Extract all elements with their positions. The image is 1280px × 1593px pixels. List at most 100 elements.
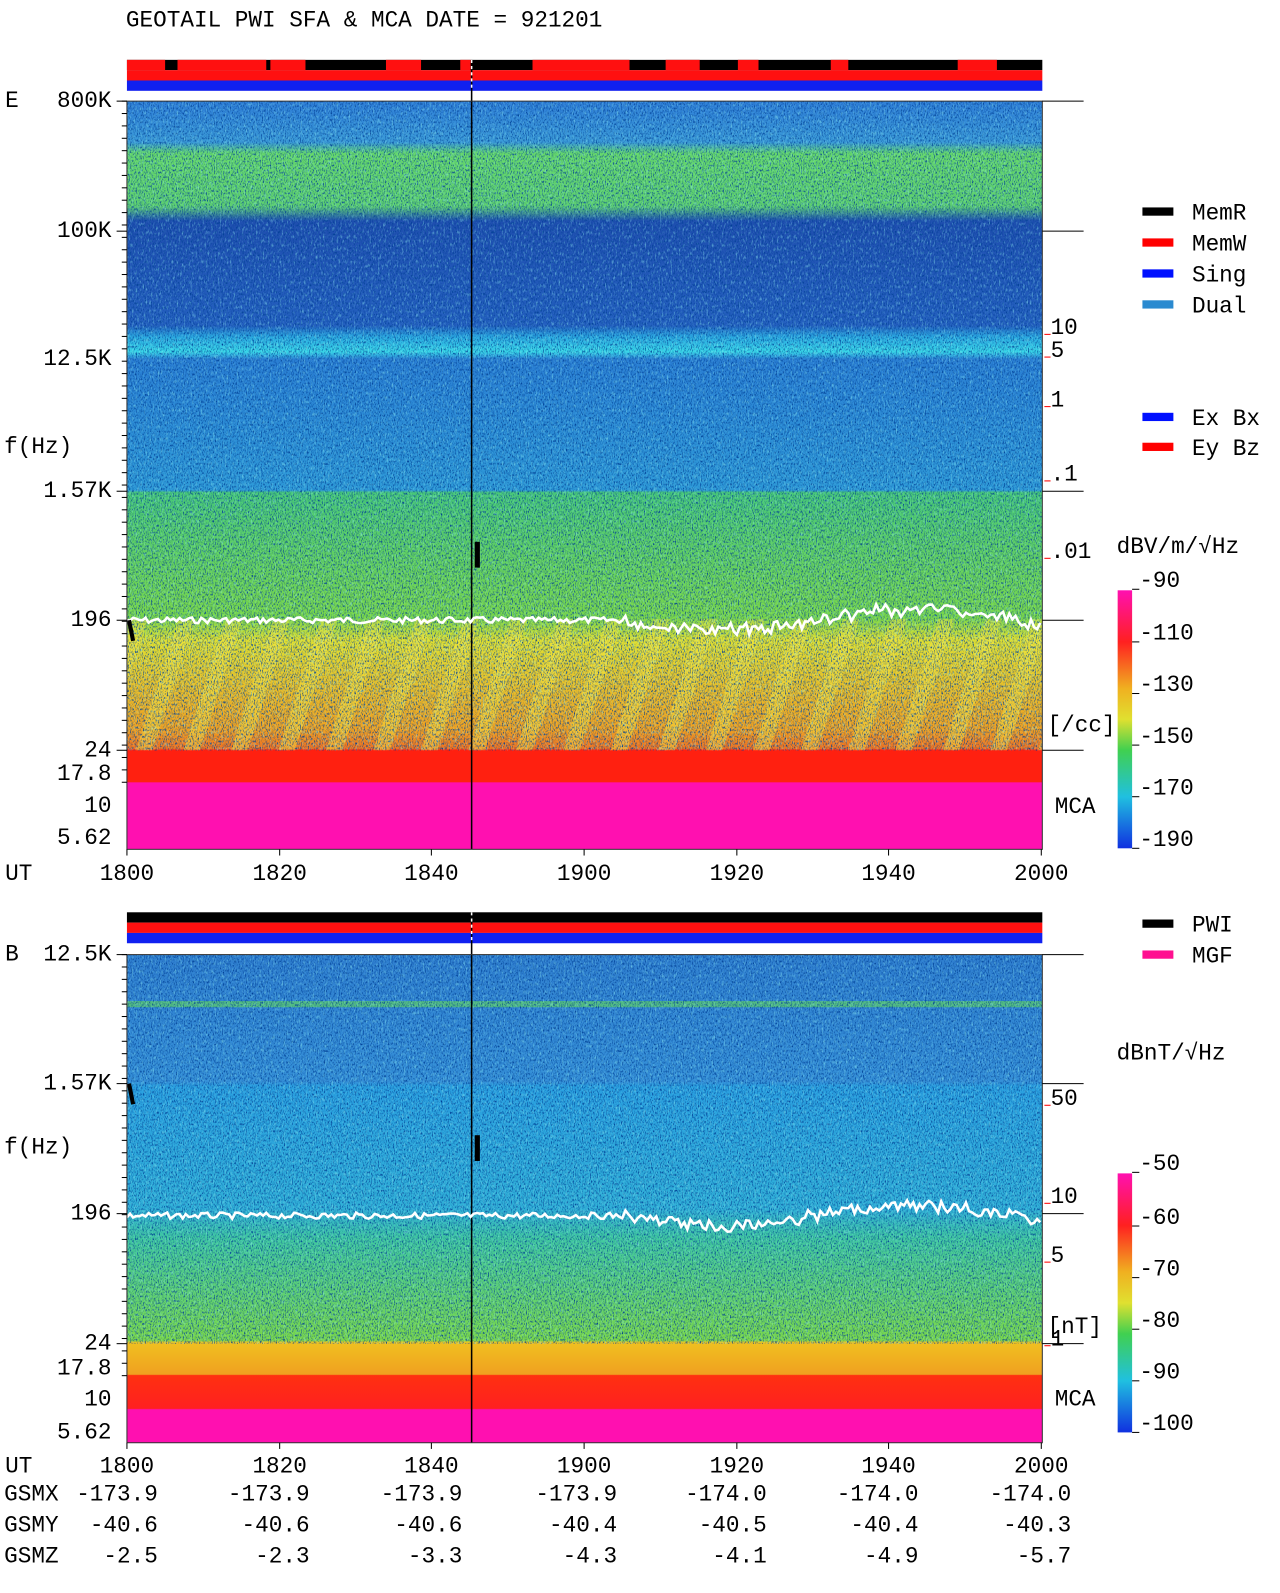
x-tick-label: 1820 [252,1453,306,1479]
density-label: 5 [1051,1243,1065,1269]
panel-label: B [5,942,19,968]
table-cell: -40.4 [850,1512,918,1538]
y-tick-label: 10 [84,1386,111,1412]
y-tick-label: 12.5K [43,346,111,372]
x-tick-label: 1820 [252,861,306,887]
colorbar-tick-label: -90 [1139,1360,1180,1386]
table-cell: -40.4 [549,1512,617,1538]
x-tick-label: 1920 [710,861,764,887]
legend-label: MemR [1192,201,1247,227]
density-label: .01 [1051,539,1092,565]
table-cell: -174.0 [990,1481,1072,1507]
table-cell: -2.3 [255,1543,309,1569]
status-segment [385,59,422,71]
density-label: 1 [1051,1327,1065,1353]
row-label: GSMX [4,1481,59,1507]
table-cell: -173.9 [228,1481,310,1507]
table-cell: -2.5 [103,1543,157,1569]
table-cell: -40.5 [699,1512,767,1538]
legend-label: Dual [1192,294,1246,320]
legend-label: Ey Bz [1192,436,1260,462]
status-bar [126,932,1043,944]
status-segment [270,59,306,71]
marker [126,1083,136,1105]
legend-swatch [1142,950,1174,959]
status-segment [957,59,997,71]
y-tick-label: 196 [71,607,112,633]
panel-label: E [5,88,19,114]
marker [474,1135,480,1161]
unit-label: [/cc] [1047,712,1115,738]
x-tick-label: 1840 [404,861,458,887]
x-axis-label: UT [5,1453,32,1479]
table-cell: -173.9 [381,1481,463,1507]
spectrogram-noise [126,101,1043,751]
y-tick-label: 100K [57,218,112,244]
table-cell: -5.7 [1017,1543,1071,1569]
legend-swatch [1142,269,1174,278]
x-tick-label: 1940 [861,861,915,887]
status-segment [737,59,759,71]
y-axis-label: f(Hz) [4,434,72,460]
colorbar-tick-label: -70 [1139,1256,1180,1282]
legend-label: PWI [1192,913,1233,939]
mca-label: MCA [1055,1386,1096,1412]
legend-label: Sing [1192,263,1246,289]
status-segment [665,59,700,71]
spectrogram-noise [126,954,1043,1344]
status-segment [830,59,849,71]
marker [474,541,480,568]
plasma-line [126,600,1042,639]
legend-label: MemW [1192,232,1247,258]
colorbar-tick-label: -150 [1139,724,1193,750]
plasma-line [125,1197,1042,1234]
y-tick-label: 10 [84,793,111,819]
status-bar [126,70,1043,81]
legend-label: Ex Bx [1192,406,1260,432]
unit-label: [nT] [1047,1314,1101,1340]
y-tick-label: 800K [57,88,112,114]
colorbar-tick-label: -50 [1139,1151,1180,1177]
x-tick-label: 1800 [100,861,154,887]
y-tick-label: 17.8 [57,761,111,787]
x-tick-label: 1800 [100,1453,154,1479]
table-cell: -4.1 [712,1543,766,1569]
colorbar-tick-label: -130 [1139,672,1193,698]
colorbar [1117,1173,1133,1433]
legend-swatch [1142,412,1174,422]
legend-swatch [1142,238,1174,247]
colorbar-label: dBV/m/√Hz [1117,534,1240,560]
colorbar-label: dBnT/√Hz [1117,1041,1226,1067]
x-tick-label: 1900 [557,1453,611,1479]
colorbar [1117,590,1133,849]
y-tick-label: 5.62 [57,825,111,851]
status-segment [177,59,267,71]
table-cell: -40.3 [1003,1512,1071,1538]
density-label: 10 [1051,315,1078,341]
legend-swatch [1142,442,1174,451]
colorbar-tick-label: -60 [1139,1205,1180,1231]
legend-swatch [1142,207,1174,216]
marker [126,619,136,642]
y-tick-label: 1.57K [43,478,111,504]
status-segment [532,59,630,71]
y-tick-label: 24 [84,737,111,763]
row-label: GSMY [4,1512,59,1538]
table-cell: -4.9 [864,1543,918,1569]
density-label: .1 [1051,462,1078,488]
status-segment [126,59,166,71]
table-cell: -40.6 [242,1512,310,1538]
table-cell: -174.0 [837,1481,919,1507]
x-tick-label: 1900 [557,861,611,887]
y-tick-label: 17.8 [57,1355,111,1381]
y-axis-label: f(Hz) [4,1135,72,1161]
status-bar [126,912,1043,923]
x-tick-label: 1940 [861,1453,915,1479]
density-label: 50 [1051,1086,1078,1112]
density-label: 1 [1051,387,1065,413]
x-tick-label: 2000 [1014,861,1068,887]
legend-swatch [1142,300,1174,309]
table-cell: -173.9 [535,1481,617,1507]
y-tick-label: 12.5K [43,942,111,968]
